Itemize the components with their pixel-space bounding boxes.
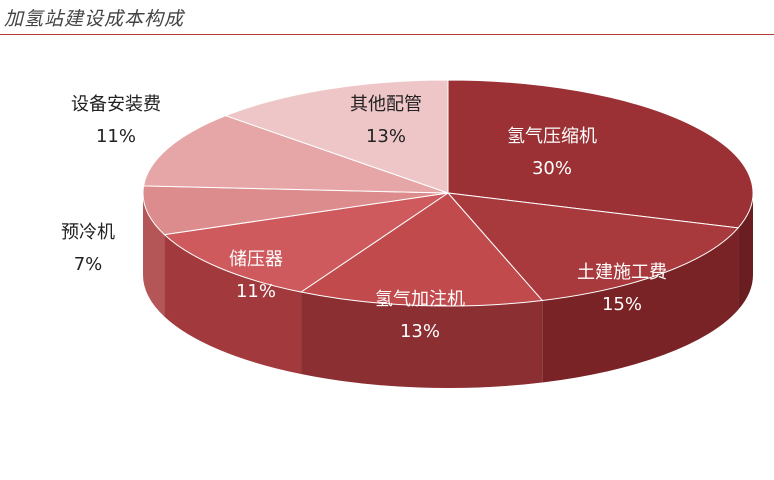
- slice-value-label: 15%: [602, 294, 642, 315]
- slice-name-label: 氢气加注机: [375, 289, 465, 310]
- slice-name-label: 预冷机: [61, 222, 115, 243]
- slice-value-label: 7%: [74, 254, 103, 275]
- slice-value-label: 11%: [96, 126, 136, 147]
- slice-value-label: 13%: [400, 321, 440, 342]
- pie-slice-4: [163, 192, 449, 293]
- slice-side-4: [164, 234, 302, 375]
- pie-slice-3: [299, 192, 544, 307]
- pie-slices: [142, 79, 754, 307]
- pie-side-walls: [143, 193, 753, 388]
- pie-slice-2: [446, 192, 740, 301]
- pie-slice-7: [224, 79, 449, 194]
- slice-side-5: [143, 193, 165, 317]
- slice-name-label: 其他配管: [350, 94, 422, 115]
- slice-value-label: 13%: [366, 126, 406, 147]
- slice-name-label: 氢气压缩机: [507, 126, 597, 147]
- slice-side-1: [738, 193, 753, 310]
- slice-labels: 氢气压缩机 30% 土建施工费 15% 氢气加注机 13% 储压器 11% 预冷机 7% 设备安装费…: [61, 94, 667, 342]
- slice-name-label: 土建施工费: [577, 262, 667, 283]
- slice-side-3: [301, 292, 543, 388]
- slice-name-label: 储压器: [229, 249, 283, 270]
- pie-slice-5: [142, 185, 449, 236]
- pie-slice-1: [447, 79, 754, 229]
- chart-title: 加氢站建设成本构成: [4, 8, 185, 30]
- pie-slice-6: [143, 115, 449, 194]
- title-divider: [0, 34, 774, 35]
- slice-side-2: [542, 227, 739, 383]
- slice-name-label: 设备安装费: [71, 94, 161, 115]
- slice-value-label: 30%: [532, 158, 572, 179]
- slice-value-label: 11%: [236, 281, 276, 302]
